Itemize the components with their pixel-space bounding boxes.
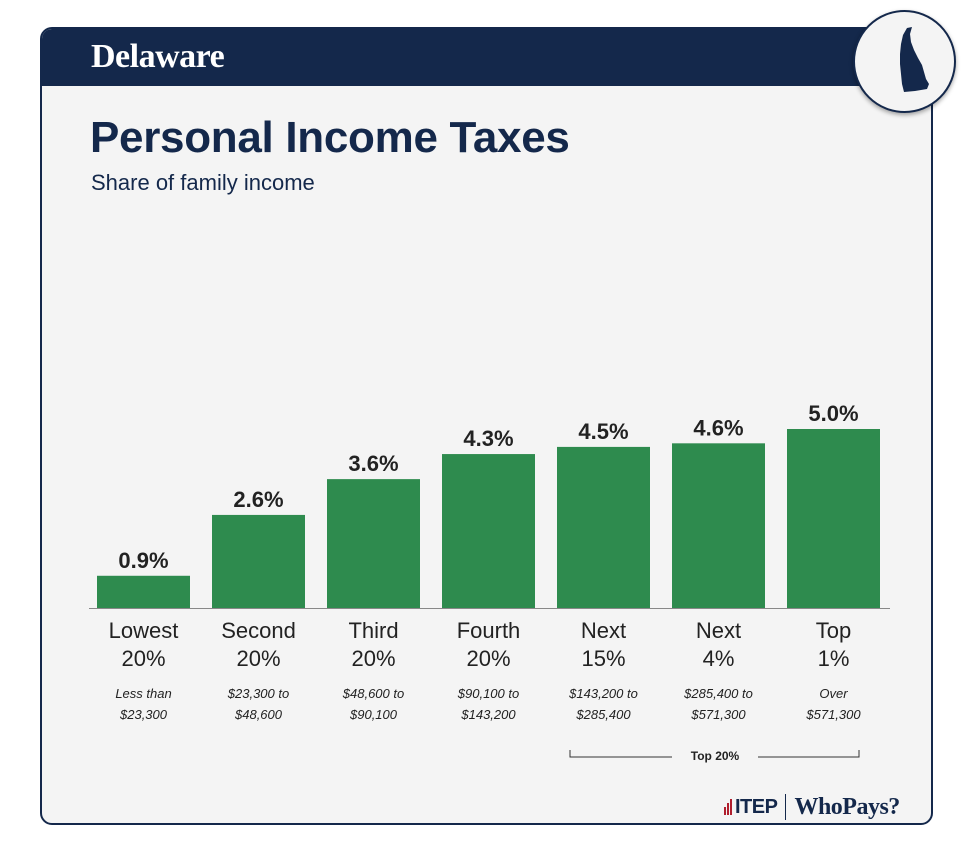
income-range-label: $90,100 <box>349 707 398 722</box>
data-label: 0.9% <box>118 548 168 573</box>
delaware-state-outline-icon <box>900 27 929 92</box>
income-range-label: $48,600 <box>234 707 283 722</box>
tick-label: 1% <box>818 646 850 671</box>
group-bracket-label: Top 20% <box>672 749 758 763</box>
bar <box>557 446 650 608</box>
bar <box>672 443 765 608</box>
data-label: 4.5% <box>578 419 628 444</box>
header-bar: Delaware <box>42 29 931 86</box>
whopays-logo: WhoPays? <box>794 793 900 820</box>
income-range-label: Less than <box>115 686 171 701</box>
bar <box>97 575 190 608</box>
income-range-label: $285,400 <box>575 707 631 722</box>
income-range-label: Over <box>819 686 848 701</box>
tick-label: Next <box>696 618 741 643</box>
income-range-label: $90,100 to <box>457 686 519 701</box>
tick-label: Second <box>221 618 296 643</box>
data-label: 3.6% <box>348 451 398 476</box>
chart-title: Personal Income Taxes <box>90 113 570 162</box>
tick-label: Fourth <box>457 618 521 643</box>
income-range-label: $48,600 to <box>342 686 404 701</box>
income-range-label: $143,200 <box>460 707 516 722</box>
data-label: 4.6% <box>693 415 743 440</box>
tick-label: 20% <box>121 646 165 671</box>
data-label: 4.3% <box>463 426 513 451</box>
tick-label: 15% <box>581 646 625 671</box>
state-name: Delaware <box>91 38 225 75</box>
bar <box>787 429 880 608</box>
bar <box>327 479 420 608</box>
tick-label: 20% <box>236 646 280 671</box>
footer-logo: ITEP WhoPays? <box>724 790 900 824</box>
tick-label: Top <box>816 618 851 643</box>
itep-logo: ITEP <box>735 795 778 818</box>
tick-label: Lowest <box>109 618 179 643</box>
chart-card: Delaware <box>40 27 933 825</box>
tick-label: 4% <box>703 646 735 671</box>
data-label: 5.0% <box>808 401 858 426</box>
tick-label: 20% <box>351 646 395 671</box>
tick-label: 20% <box>466 646 510 671</box>
logo-divider <box>785 794 787 820</box>
tick-label: Third <box>348 618 398 643</box>
income-range-label: $23,300 to <box>227 686 289 701</box>
data-label: 2.6% <box>233 487 283 512</box>
bar <box>212 514 305 608</box>
chart-subtitle: Share of family income <box>91 170 315 195</box>
income-range-label: $571,300 <box>690 707 746 722</box>
tick-label: Next <box>581 618 626 643</box>
itep-bars-icon <box>724 799 733 815</box>
bar <box>442 454 535 608</box>
income-range-label: $571,300 <box>805 707 861 722</box>
state-badge <box>853 10 956 113</box>
income-range-label: $143,200 to <box>568 686 638 701</box>
income-range-label: $285,400 to <box>683 686 753 701</box>
income-range-label: $23,300 <box>119 707 168 722</box>
